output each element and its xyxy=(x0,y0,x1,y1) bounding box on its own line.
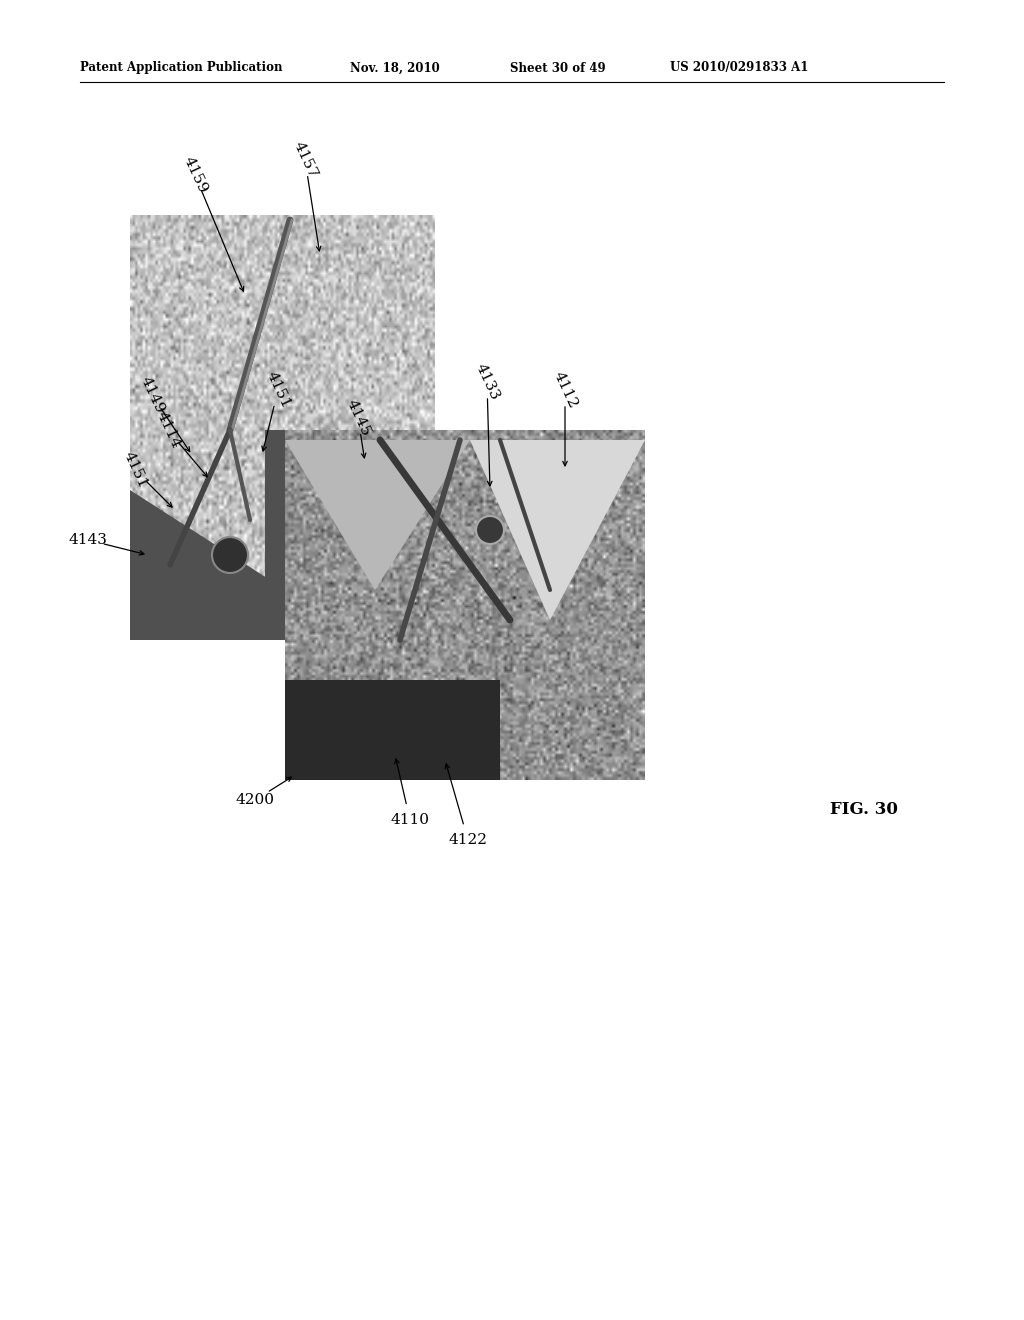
Text: 4200: 4200 xyxy=(236,793,274,807)
Text: 4114: 4114 xyxy=(154,409,182,450)
Text: Sheet 30 of 49: Sheet 30 of 49 xyxy=(510,62,605,74)
Text: 4151: 4151 xyxy=(263,370,293,411)
Text: 4159: 4159 xyxy=(180,154,210,195)
Text: 4143: 4143 xyxy=(69,533,108,546)
Text: 4112: 4112 xyxy=(551,370,580,411)
Polygon shape xyxy=(285,440,470,590)
Text: 4110: 4110 xyxy=(390,813,429,828)
Text: 4133: 4133 xyxy=(472,362,502,403)
Circle shape xyxy=(476,516,504,544)
Polygon shape xyxy=(285,680,500,780)
Circle shape xyxy=(212,537,248,573)
Text: FIG. 30: FIG. 30 xyxy=(830,801,898,818)
Polygon shape xyxy=(130,490,270,640)
Text: Nov. 18, 2010: Nov. 18, 2010 xyxy=(350,62,439,74)
Text: 4145: 4145 xyxy=(343,397,373,438)
Text: 4149: 4149 xyxy=(137,375,167,416)
Text: 4122: 4122 xyxy=(449,833,487,847)
Polygon shape xyxy=(265,430,435,640)
Text: 4157: 4157 xyxy=(291,140,319,181)
Polygon shape xyxy=(470,440,645,620)
Text: Patent Application Publication: Patent Application Publication xyxy=(80,62,283,74)
Text: US 2010/0291833 A1: US 2010/0291833 A1 xyxy=(670,62,808,74)
Text: 4151: 4151 xyxy=(121,449,150,491)
